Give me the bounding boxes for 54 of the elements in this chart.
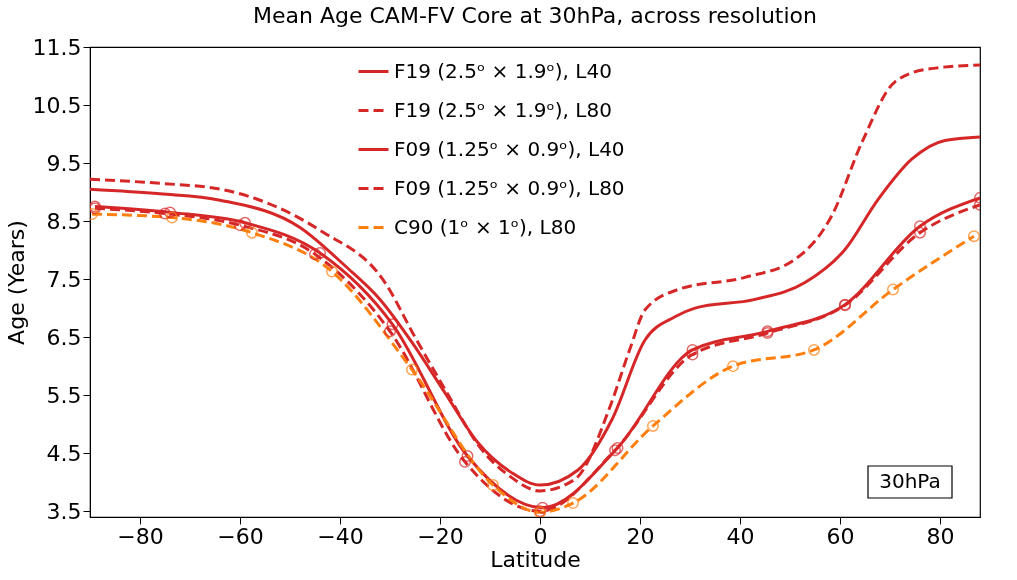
x-tick-label: −60: [217, 523, 264, 549]
y-tick-label: 5.5: [46, 382, 82, 408]
point: [459, 455, 471, 468]
x-axis-title: Latitude: [490, 546, 581, 572]
point: [487, 479, 499, 492]
point: [384, 325, 396, 338]
line-series: [90, 63, 980, 493]
point: [386, 318, 399, 331]
point: [239, 216, 251, 229]
y-axis-title: Age (Years): [3, 220, 29, 345]
point: [808, 343, 820, 356]
x-tick-label: −80: [117, 523, 164, 549]
point: [686, 343, 699, 356]
point: [914, 220, 926, 233]
y-tick-label: 9.5: [46, 150, 82, 176]
point: [887, 283, 899, 296]
x-tick-label: 80: [926, 523, 955, 549]
x-tick-label: −40: [317, 523, 364, 549]
point: [166, 211, 178, 224]
point: [647, 419, 659, 432]
y-tick-label: 8.5: [46, 208, 82, 234]
legend-label: F09 (1.25ᵒ × 0.9ᵒ), L40: [394, 136, 625, 161]
point: [309, 248, 321, 261]
x-tick-label: 40: [726, 523, 755, 549]
point: [727, 360, 739, 373]
annotation: 30hPa: [879, 469, 941, 493]
point: [326, 265, 338, 278]
y-tick-label: 6.5: [46, 324, 82, 350]
chart-title: Mean Age CAM-FV Core at 30hPa, across resolution: [253, 3, 817, 28]
point: [461, 450, 474, 463]
point: [968, 230, 980, 243]
point: [406, 363, 418, 376]
point: [914, 226, 926, 239]
y-tick-label: 4.5: [46, 440, 82, 466]
point: [567, 497, 579, 510]
point: [246, 226, 258, 239]
point: [164, 206, 176, 219]
y-tick-label: 3.5: [46, 498, 82, 524]
x-tick-label: 20: [626, 523, 655, 549]
x-tick-label: −20: [417, 523, 464, 549]
x-tick-label: 0: [533, 523, 548, 549]
point: [536, 501, 549, 514]
y-tick-label: 11.5: [32, 34, 82, 60]
point: [234, 219, 246, 232]
y-tick-label: 7.5: [46, 266, 82, 292]
point: [686, 348, 699, 361]
point: [314, 247, 326, 259]
point: [159, 207, 171, 220]
legend-label: C90 (1ᵒ × 1ᵒ), L80: [394, 214, 577, 239]
legend-label: F19 (2.5ᵒ × 1.9ᵒ), L80: [394, 97, 612, 122]
legend-label: F19 (2.5ᵒ × 1.9ᵒ), L40: [394, 58, 612, 83]
legend-label: F09 (1.25ᵒ × 0.9ᵒ), L80: [394, 175, 625, 200]
y-tick-label: 10.5: [32, 92, 82, 118]
x-tick-label: 60: [826, 523, 855, 549]
